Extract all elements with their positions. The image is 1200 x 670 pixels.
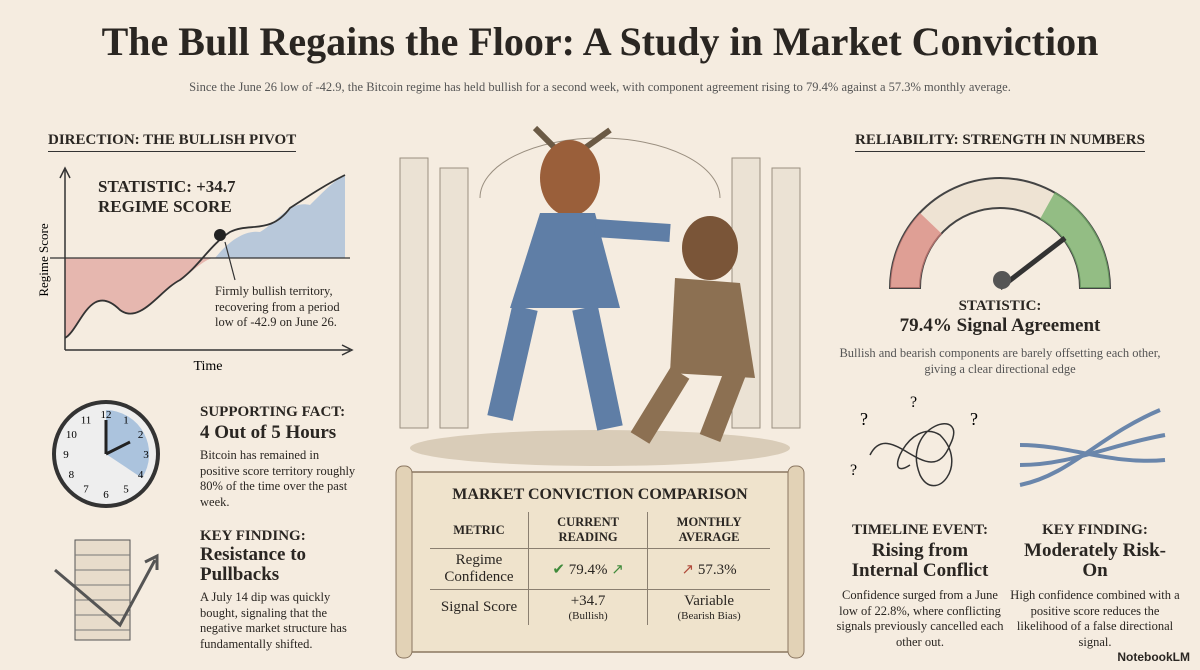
svg-text:?: ? <box>910 395 917 411</box>
bull-bear-illustration <box>399 125 801 466</box>
label: SUPPORTING FACT: <box>200 404 346 420</box>
stat-label: STATISTIC: +34.7 <box>98 177 236 196</box>
clock-numeral: 9 <box>63 449 69 461</box>
svg-text:?: ? <box>860 409 868 429</box>
finding-text: A July 14 dip was quickly bought, signal… <box>200 590 347 651</box>
section-heading: DIRECTION: THE BULLISH PIVOT <box>48 132 297 152</box>
label: TIMELINE EVENT: <box>852 522 988 538</box>
arrows-icon <box>1019 408 1166 487</box>
table: METRIC CURRENT READING MONTHLY AVERAGE R… <box>430 512 770 625</box>
stat-text: Bullish and bearish components are barel… <box>839 346 1161 376</box>
clock-numeral: 10 <box>66 429 78 441</box>
value: 57.3% <box>697 561 737 578</box>
chart-note: Firmly bullish territory, recovering fro… <box>215 284 340 330</box>
clock-numeral: 4 <box>138 469 144 481</box>
label: KEY FINDING: <box>1042 522 1148 538</box>
event-title: Rising from Internal Conflict <box>851 540 989 581</box>
label: KEY FINDING: <box>200 528 306 544</box>
finding-title: Moderately Risk-On <box>1024 540 1166 581</box>
brand: NotebookLM <box>1117 650 1190 664</box>
section-heading: RELIABILITY: STRENGTH IN NUMBERS <box>855 132 1145 152</box>
column-header: CURRENT READING <box>527 512 648 549</box>
event-text: Confidence surged from a June low of 22.… <box>836 588 1004 649</box>
svg-text:?: ? <box>970 409 978 429</box>
clock-numeral: 6 <box>103 489 109 501</box>
note: (Bearish Bias) <box>677 610 741 622</box>
header-row: METRIC CURRENT READING MONTHLY AVERAGE <box>430 512 770 549</box>
tangle-icon: ???? <box>850 395 978 487</box>
value: Variable <box>684 593 735 609</box>
clock-numeral: 3 <box>143 449 149 461</box>
clock-numeral: 7 <box>83 484 89 496</box>
current: ✔ 79.4% ↗ <box>527 548 648 590</box>
y-axis-label: Regime Score <box>36 223 51 297</box>
subtitle: Since the June 26 low of -42.9, the Bitc… <box>189 80 1011 94</box>
schematic-chart: Regime Score Time <box>36 166 354 374</box>
value: 79.4% <box>568 561 608 578</box>
note: (Bullish) <box>568 610 608 622</box>
clock-numeral: 11 <box>81 414 92 426</box>
gauge <box>888 177 1112 290</box>
row: Regime Confidence ✔ 79.4% ↗ ↗ 57.3% <box>430 548 770 590</box>
clock-numeral: 1 <box>123 414 129 426</box>
finding-text: High confidence combined with a positive… <box>1010 588 1180 649</box>
average: ↗ 57.3% <box>647 548 770 590</box>
column-header: MONTHLY AVERAGE <box>647 512 770 549</box>
value: +34.7 <box>570 593 606 609</box>
column-header: METRIC <box>430 512 529 549</box>
fact-text: Bitcoin has remained in positive score t… <box>200 448 356 509</box>
stat-title: 79.4% Signal Agreement <box>899 315 1101 336</box>
clock-numeral: 2 <box>138 429 144 441</box>
clock-numeral: 8 <box>69 469 75 481</box>
average: Variable (Bearish Bias) <box>647 589 770 625</box>
stat-name: REGIME SCORE <box>98 197 232 216</box>
x-axis-label: Time <box>193 359 222 374</box>
label: STATISTIC: <box>958 298 1042 314</box>
row: Signal Score +34.7 (Bullish) Variable (Bea… <box>430 589 770 625</box>
title: The Bull Regains the Floor: A Study in M… <box>101 19 1099 64</box>
clock-numeral: 12 <box>101 409 112 421</box>
metric: Signal Score <box>440 599 518 615</box>
svg-text:?: ? <box>850 462 857 479</box>
comparison-table: METRIC CURRENT READING MONTHLY AVERAGE R… <box>430 512 770 625</box>
fact-title: 4 Out of 5 Hours <box>200 422 337 443</box>
clock-numeral: 5 <box>123 484 129 496</box>
current: +34.7 (Bullish) <box>527 589 648 625</box>
table-title: MARKET CONVICTION COMPARISON <box>452 486 748 503</box>
finding-title: Resistance to Pullbacks <box>200 544 307 585</box>
wall-icon <box>54 539 159 641</box>
metric: Regime Confidence <box>430 548 529 590</box>
